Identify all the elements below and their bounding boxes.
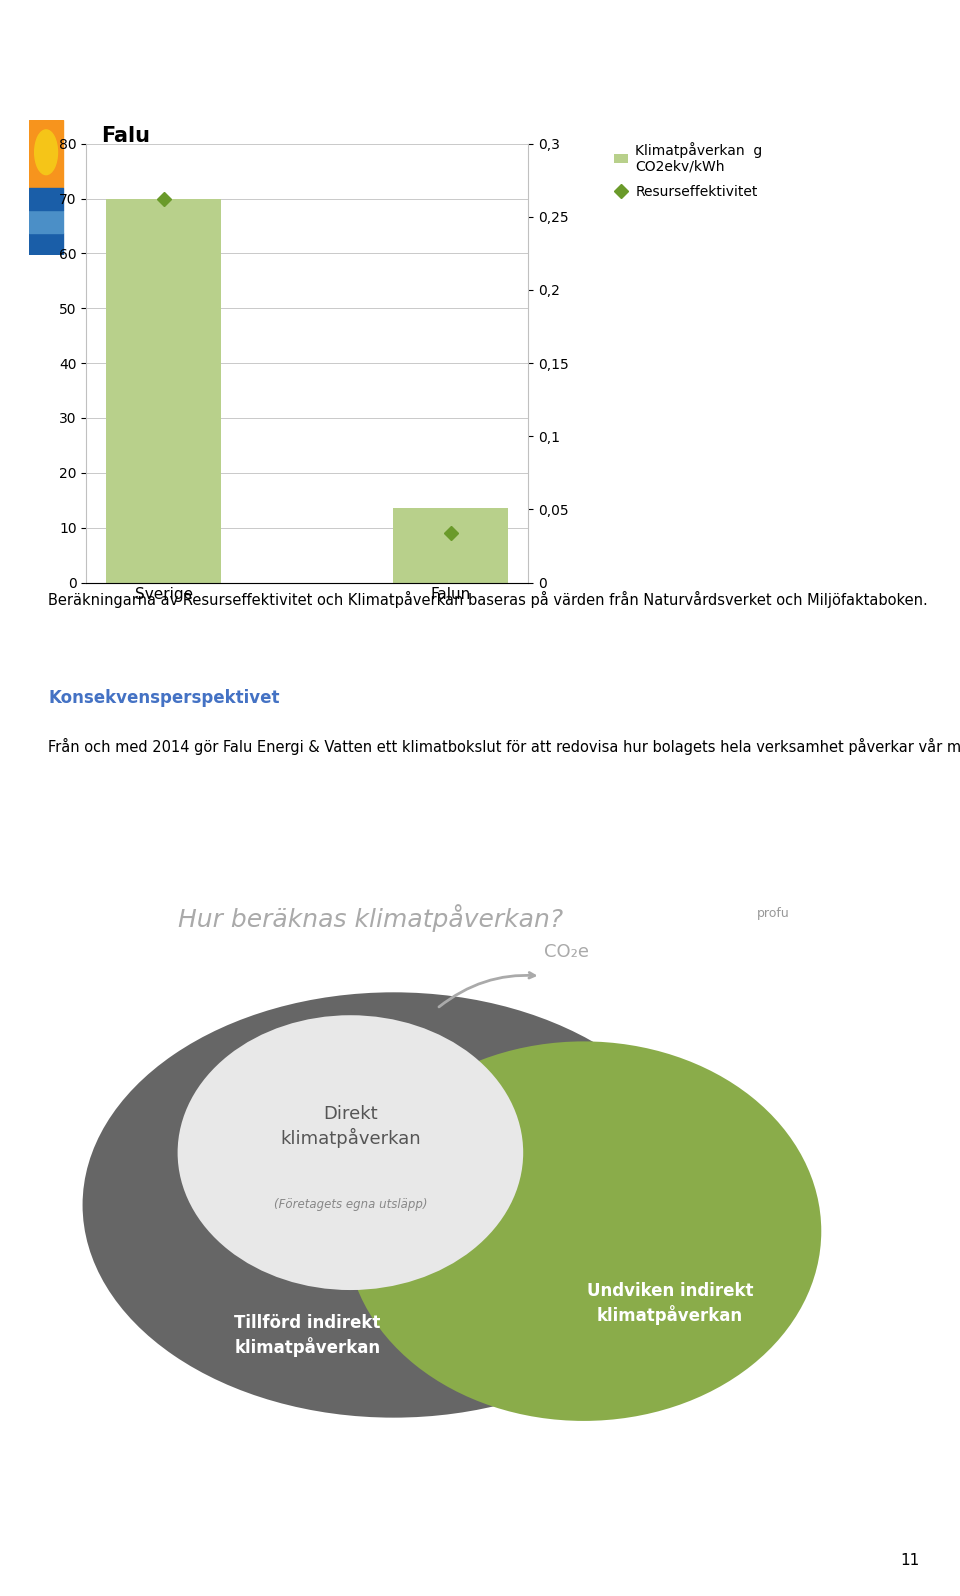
Text: Falu
Energi
&Vatten: Falu Energi &Vatten [101, 126, 197, 196]
Bar [29, 211, 63, 233]
Bar [394, 509, 508, 583]
Text: (Företagets egna utsläpp): (Företagets egna utsläpp) [274, 1199, 427, 1211]
Text: Direkt
klimatpåverkan: Direkt klimatpåverkan [280, 1104, 420, 1148]
Ellipse shape [178, 1015, 523, 1290]
Ellipse shape [347, 1042, 822, 1420]
Text: CO₂e: CO₂e [439, 964, 487, 982]
Bar [29, 120, 63, 187]
Bar [29, 233, 63, 255]
Bar [29, 187, 63, 211]
Text: Tillförd indirekt
klimatpåverkan: Tillförd indirekt klimatpåverkan [234, 1315, 380, 1357]
Text: Beräkningarna av Resurseffektivitet och Klimatpåverkan baseras på värden från Na: Beräkningarna av Resurseffektivitet och … [48, 591, 927, 608]
Text: Från och med 2014 gör Falu Energi & Vatten ett klimatbokslut för att redovisa hu: Från och med 2014 gör Falu Energi & Vatt… [48, 737, 960, 755]
Ellipse shape [83, 993, 705, 1417]
Text: Konsekvensperspektivet: Konsekvensperspektivet [48, 689, 279, 707]
Text: profu: profu [756, 907, 789, 921]
Text: 11: 11 [900, 1553, 920, 1567]
Text: Undviken indirekt
klimatpåverkan: Undviken indirekt klimatpåverkan [587, 1282, 754, 1325]
Text: Hur beräknas klimatpåverkan?: Hur beräknas klimatpåverkan? [178, 903, 563, 932]
Text: CO₂e: CO₂e [544, 943, 588, 961]
Circle shape [35, 129, 58, 174]
Legend: Klimatpåverkan  g
CO2ekv/kWh, Resurseffektivitet: Klimatpåverkan g CO2ekv/kWh, Resurseffek… [614, 142, 762, 200]
Bar [107, 198, 221, 583]
